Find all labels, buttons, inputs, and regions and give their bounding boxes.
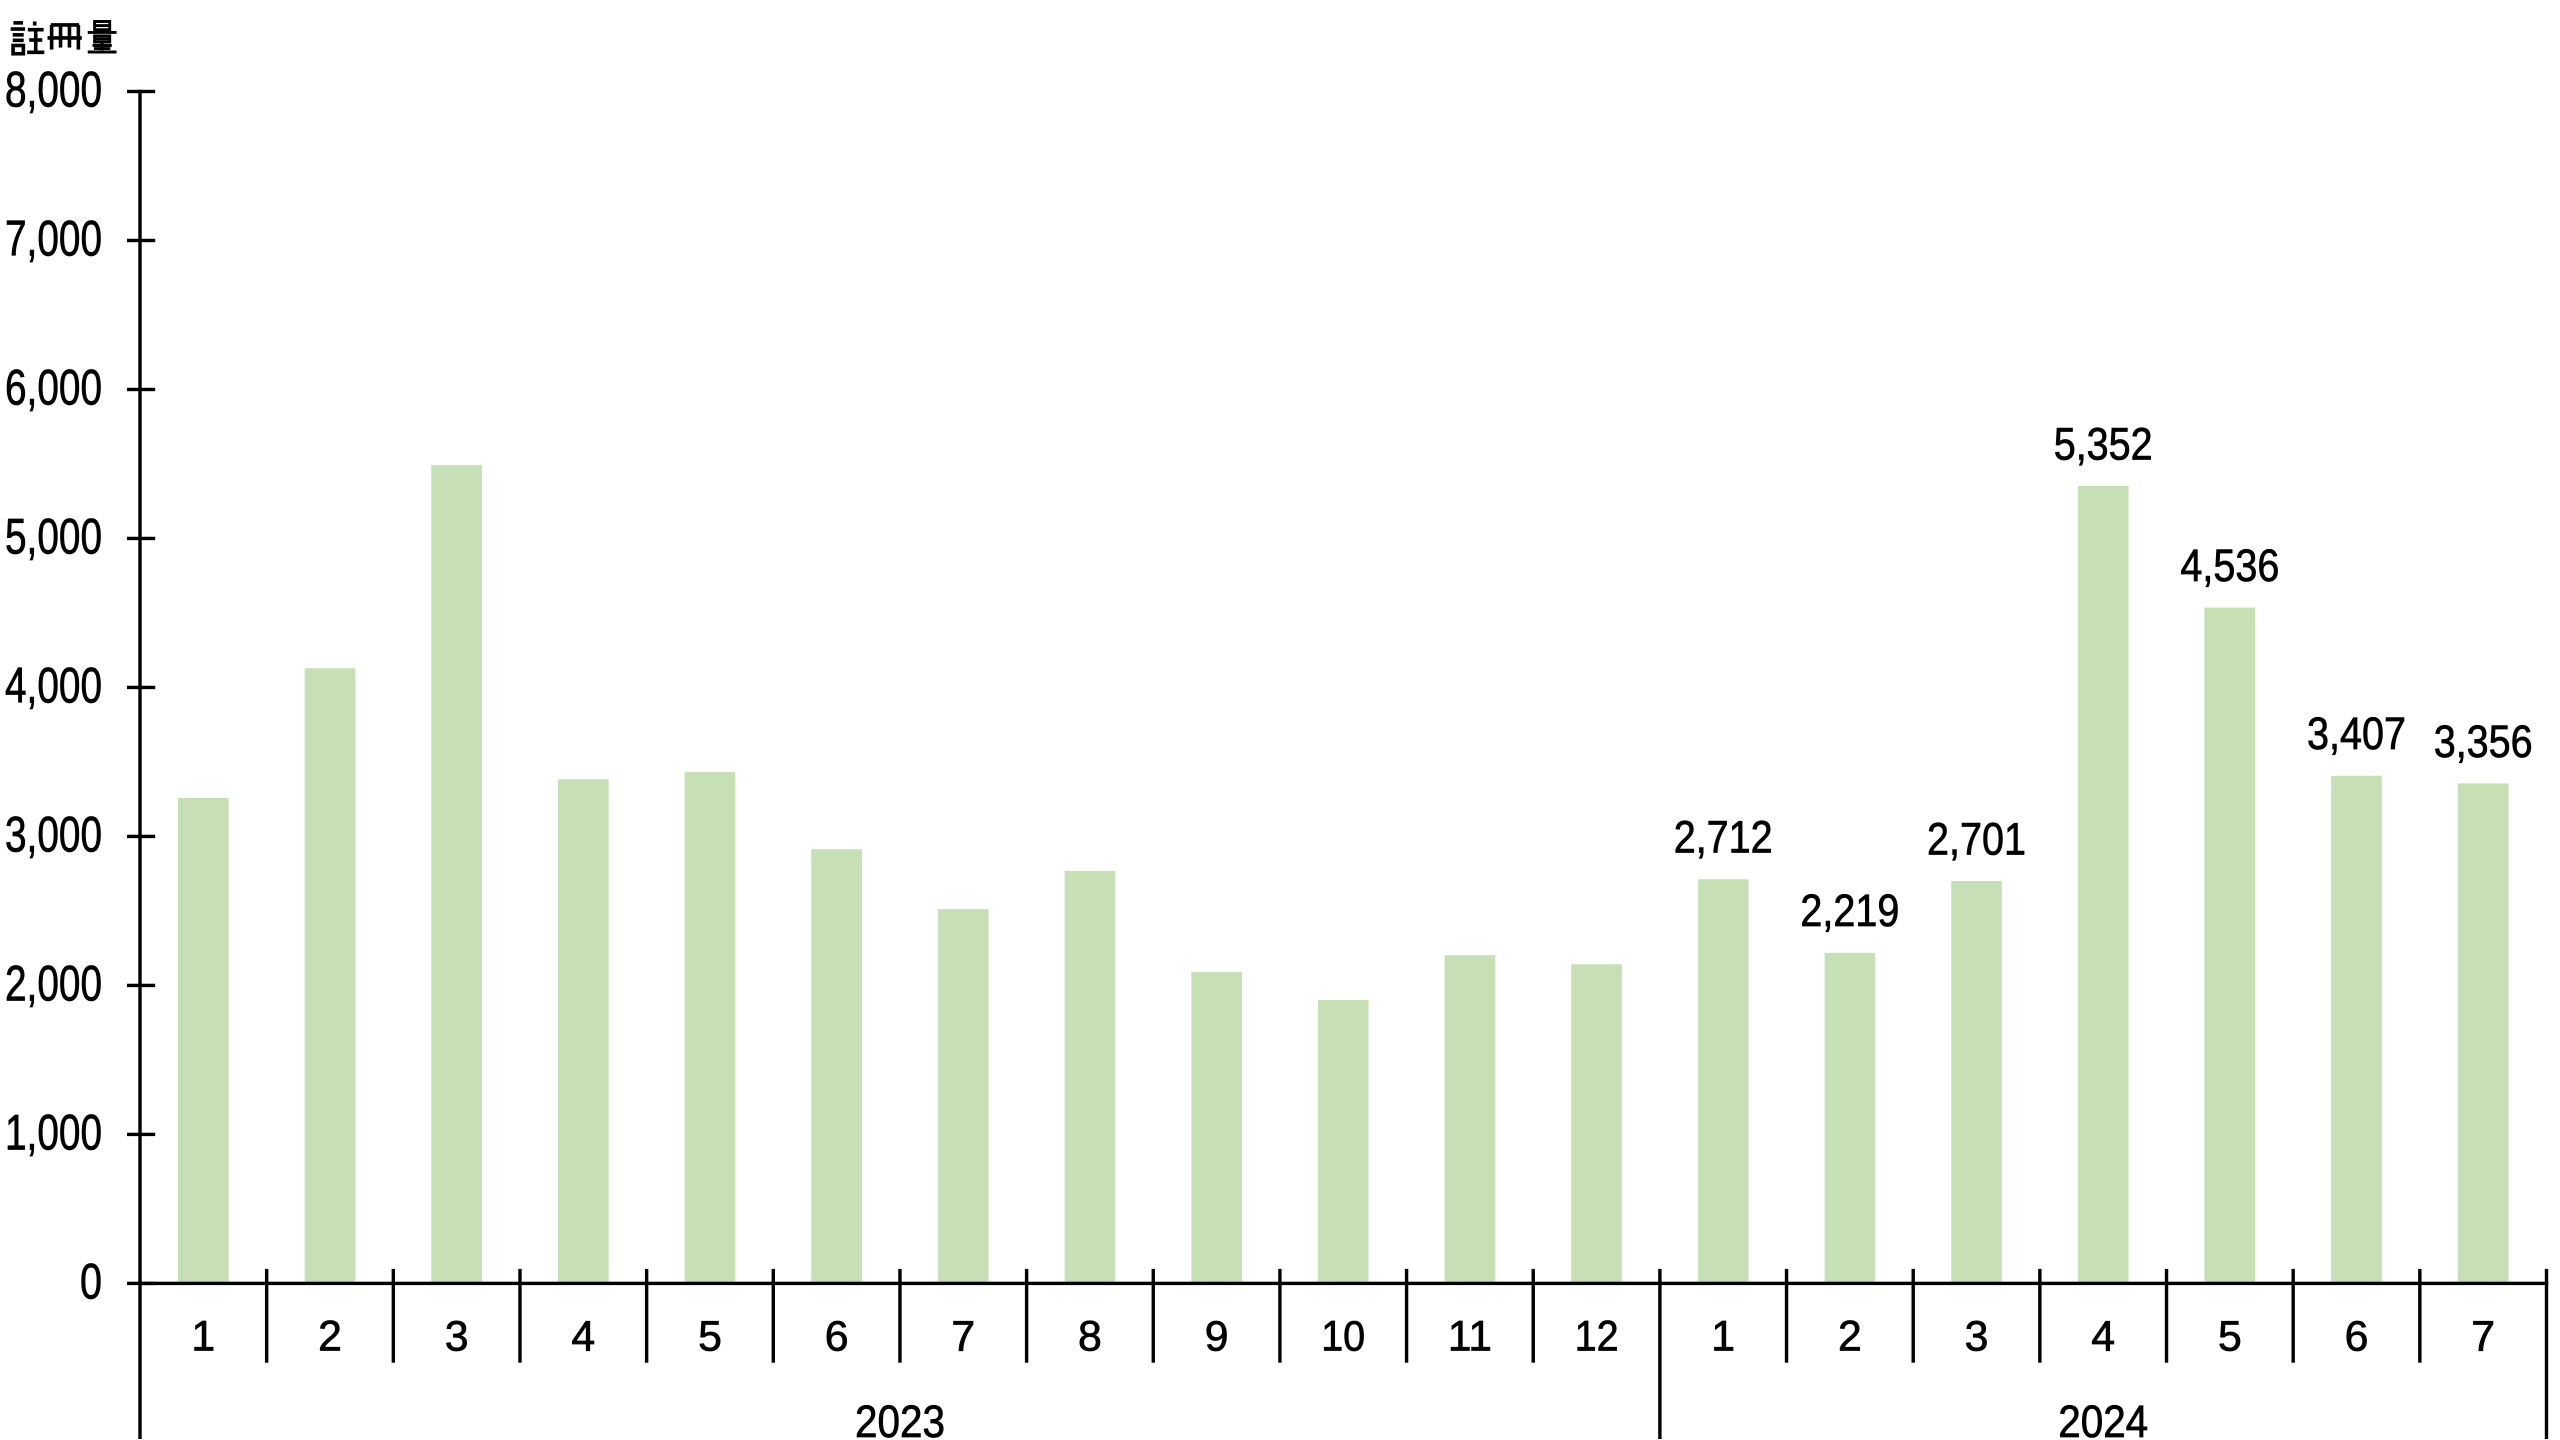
svg-text:5,000: 5,000 xyxy=(5,509,102,565)
svg-text:1: 1 xyxy=(1711,1313,1735,1361)
svg-text:8,000: 8,000 xyxy=(5,62,102,118)
svg-text:4: 4 xyxy=(571,1313,595,1361)
svg-text:8: 8 xyxy=(1078,1313,1102,1361)
svg-text:6,000: 6,000 xyxy=(5,360,102,416)
svg-text:3: 3 xyxy=(445,1313,469,1361)
svg-text:10: 10 xyxy=(1321,1313,1365,1361)
svg-text:2023: 2023 xyxy=(855,1396,945,1440)
svg-text:5: 5 xyxy=(2218,1313,2242,1361)
svg-text:1: 1 xyxy=(191,1313,215,1361)
svg-text:7,000: 7,000 xyxy=(5,211,102,267)
svg-text:5: 5 xyxy=(698,1313,722,1361)
svg-text:2,000: 2,000 xyxy=(5,956,102,1012)
svg-text:11: 11 xyxy=(1448,1313,1492,1361)
svg-text:2: 2 xyxy=(1838,1313,1862,1361)
svg-text:2,712: 2,712 xyxy=(1674,812,1773,863)
svg-text:7: 7 xyxy=(951,1313,975,1361)
svg-text:7: 7 xyxy=(2471,1313,2495,1361)
svg-text:5,352: 5,352 xyxy=(2054,418,2153,469)
svg-text:2,701: 2,701 xyxy=(1927,813,2026,864)
svg-text:0: 0 xyxy=(80,1254,102,1310)
svg-text:12: 12 xyxy=(1575,1313,1619,1361)
svg-text:3: 3 xyxy=(1965,1313,1989,1361)
svg-text:4,536: 4,536 xyxy=(2180,540,2279,591)
svg-text:2024: 2024 xyxy=(2058,1396,2148,1440)
svg-text:9: 9 xyxy=(1205,1313,1229,1361)
svg-text:6: 6 xyxy=(2345,1313,2369,1361)
svg-text:6: 6 xyxy=(825,1313,849,1361)
svg-text:1,000: 1,000 xyxy=(5,1105,102,1161)
svg-text:4: 4 xyxy=(2091,1313,2115,1361)
svg-text:3,000: 3,000 xyxy=(5,807,102,863)
svg-text:2,219: 2,219 xyxy=(1800,885,1899,936)
svg-text:3,356: 3,356 xyxy=(2434,716,2533,767)
svg-text:4,000: 4,000 xyxy=(5,658,102,714)
svg-text:3,407: 3,407 xyxy=(2307,708,2406,759)
svg-text:2: 2 xyxy=(318,1313,342,1361)
